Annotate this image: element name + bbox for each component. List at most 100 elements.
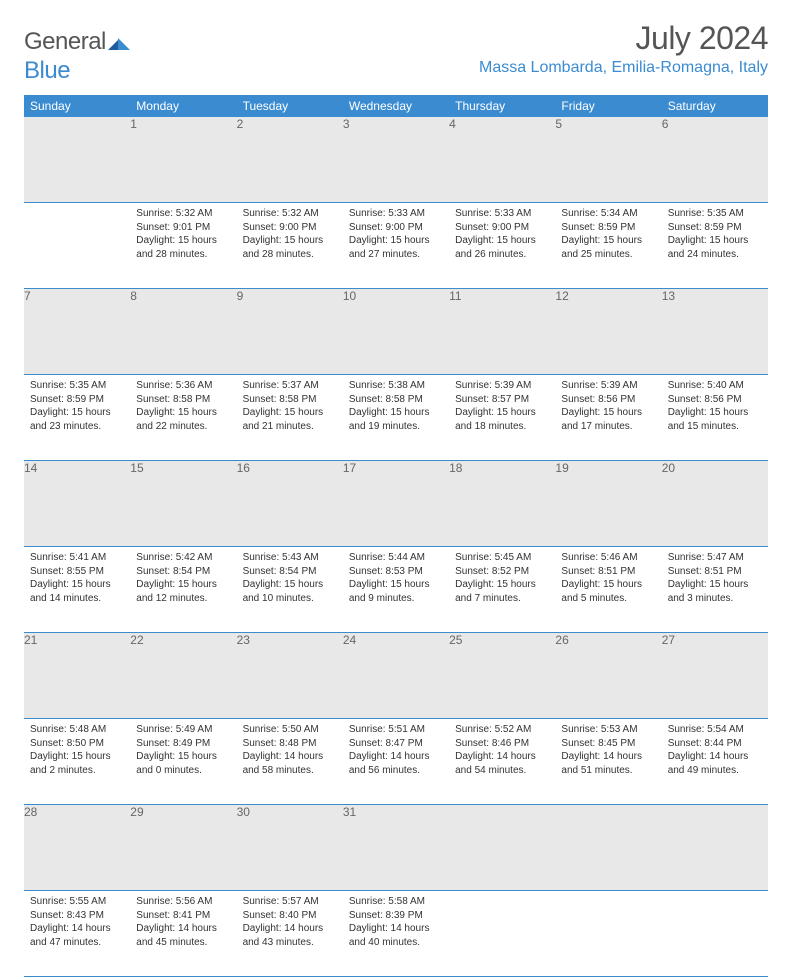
brand-text: GeneralBlue (24, 28, 130, 85)
day-content: Sunrise: 5:53 AMSunset: 8:45 PMDaylight:… (555, 719, 661, 783)
day-daylight2: and 2 minutes. (30, 764, 124, 778)
day-sunset: Sunset: 9:00 PM (243, 221, 337, 235)
day-sunset: Sunset: 8:54 PM (136, 565, 230, 579)
day-number-cell: 26 (555, 633, 661, 719)
day-sunrise: Sunrise: 5:42 AM (136, 551, 230, 565)
day-sunset: Sunset: 9:00 PM (455, 221, 549, 235)
day-content: Sunrise: 5:42 AMSunset: 8:54 PMDaylight:… (130, 547, 236, 611)
day-number-cell: 17 (343, 461, 449, 547)
day-daylight2: and 3 minutes. (668, 592, 762, 606)
day-daylight2: and 43 minutes. (243, 936, 337, 950)
day-number-cell: 4 (449, 117, 555, 203)
day-cell: Sunrise: 5:49 AMSunset: 8:49 PMDaylight:… (130, 719, 236, 805)
day-daylight2: and 14 minutes. (30, 592, 124, 606)
day-daylight1: Daylight: 15 hours (349, 406, 443, 420)
day-cell: Sunrise: 5:56 AMSunset: 8:41 PMDaylight:… (130, 891, 236, 977)
day-cell: Sunrise: 5:50 AMSunset: 8:48 PMDaylight:… (237, 719, 343, 805)
day-daylight2: and 40 minutes. (349, 936, 443, 950)
day-content: Sunrise: 5:43 AMSunset: 8:54 PMDaylight:… (237, 547, 343, 611)
weekday-header: Wednesday (343, 95, 449, 117)
day-daylight2: and 56 minutes. (349, 764, 443, 778)
day-number-cell: 3 (343, 117, 449, 203)
day-cell: Sunrise: 5:36 AMSunset: 8:58 PMDaylight:… (130, 375, 236, 461)
day-sunrise: Sunrise: 5:35 AM (30, 379, 124, 393)
day-sunset: Sunset: 8:58 PM (349, 393, 443, 407)
day-daylight1: Daylight: 15 hours (243, 234, 337, 248)
day-sunrise: Sunrise: 5:34 AM (561, 207, 655, 221)
header: GeneralBlue July 2024 Massa Lombarda, Em… (24, 20, 768, 85)
day-sunset: Sunset: 8:43 PM (30, 909, 124, 923)
day-cell: Sunrise: 5:51 AMSunset: 8:47 PMDaylight:… (343, 719, 449, 805)
day-sunrise: Sunrise: 5:57 AM (243, 895, 337, 909)
day-sunset: Sunset: 9:01 PM (136, 221, 230, 235)
day-daylight1: Daylight: 15 hours (136, 234, 230, 248)
day-number-row: 28293031 (24, 805, 768, 891)
day-sunrise: Sunrise: 5:53 AM (561, 723, 655, 737)
day-sunset: Sunset: 8:47 PM (349, 737, 443, 751)
day-daylight1: Daylight: 15 hours (136, 406, 230, 420)
day-sunrise: Sunrise: 5:37 AM (243, 379, 337, 393)
day-cell: Sunrise: 5:38 AMSunset: 8:58 PMDaylight:… (343, 375, 449, 461)
day-sunrise: Sunrise: 5:45 AM (455, 551, 549, 565)
day-cell (24, 203, 130, 289)
day-cell: Sunrise: 5:39 AMSunset: 8:56 PMDaylight:… (555, 375, 661, 461)
day-number-cell: 13 (662, 289, 768, 375)
day-sunrise: Sunrise: 5:32 AM (243, 207, 337, 221)
day-content: Sunrise: 5:38 AMSunset: 8:58 PMDaylight:… (343, 375, 449, 439)
day-daylight1: Daylight: 15 hours (455, 578, 549, 592)
day-number-cell: 8 (130, 289, 236, 375)
day-sunset: Sunset: 8:55 PM (30, 565, 124, 579)
brand-mark-icon (108, 29, 130, 57)
day-content: Sunrise: 5:40 AMSunset: 8:56 PMDaylight:… (662, 375, 768, 439)
day-sunrise: Sunrise: 5:41 AM (30, 551, 124, 565)
day-sunrise: Sunrise: 5:47 AM (668, 551, 762, 565)
day-content-row: Sunrise: 5:55 AMSunset: 8:43 PMDaylight:… (24, 891, 768, 977)
day-content: Sunrise: 5:41 AMSunset: 8:55 PMDaylight:… (24, 547, 130, 611)
day-daylight1: Daylight: 14 hours (349, 750, 443, 764)
day-number-row: 21222324252627 (24, 633, 768, 719)
day-sunset: Sunset: 8:51 PM (561, 565, 655, 579)
day-cell: Sunrise: 5:55 AMSunset: 8:43 PMDaylight:… (24, 891, 130, 977)
day-sunset: Sunset: 8:44 PM (668, 737, 762, 751)
day-daylight2: and 27 minutes. (349, 248, 443, 262)
day-content-row: Sunrise: 5:41 AMSunset: 8:55 PM Daylight:… (24, 547, 768, 633)
day-number-cell: 23 (237, 633, 343, 719)
day-content: Sunrise: 5:36 AMSunset: 8:58 PMDaylight:… (130, 375, 236, 439)
day-number-cell: 5 (555, 117, 661, 203)
brand-blue: Blue (24, 57, 70, 84)
day-daylight1: Daylight: 14 hours (349, 922, 443, 936)
day-daylight1: Daylight: 15 hours (668, 578, 762, 592)
day-sunset: Sunset: 8:49 PM (136, 737, 230, 751)
day-content-row: Sunrise: 5:48 AMSunset: 8:50 PMDaylight:… (24, 719, 768, 805)
day-sunset: Sunset: 8:48 PM (243, 737, 337, 751)
day-daylight2: and 22 minutes. (136, 420, 230, 434)
day-daylight1: Daylight: 14 hours (30, 922, 124, 936)
day-content: Sunrise: 5:39 AMSunset: 8:57 PMDaylight:… (449, 375, 555, 439)
day-sunset: Sunset: 8:50 PM (30, 737, 124, 751)
day-cell: Sunrise: 5:35 AMSunset: 8:59 PMDaylight:… (662, 203, 768, 289)
day-sunset: Sunset: 8:39 PM (349, 909, 443, 923)
day-number-cell: 14 (24, 461, 130, 547)
day-content: Sunrise: 5:49 AMSunset: 8:49 PMDaylight:… (130, 719, 236, 783)
day-daylight2: and 7 minutes. (455, 592, 549, 606)
day-content: Sunrise: 5:32 AMSunset: 9:00 PMDaylight:… (237, 203, 343, 267)
day-content: Sunrise: 5:56 AMSunset: 8:41 PMDaylight:… (130, 891, 236, 955)
day-cell: Sunrise: 5:45 AMSunset: 8:52 PMDaylight:… (449, 547, 555, 633)
day-daylight2: and 5 minutes. (561, 592, 655, 606)
day-content: Sunrise: 5:47 AMSunset: 8:51 PMDaylight:… (662, 547, 768, 611)
day-daylight2: and 58 minutes. (243, 764, 337, 778)
day-number-row: 123456 (24, 117, 768, 203)
day-sunrise: Sunrise: 5:58 AM (349, 895, 443, 909)
day-sunrise: Sunrise: 5:40 AM (668, 379, 762, 393)
day-number-cell (555, 805, 661, 891)
day-sunset: Sunset: 8:51 PM (668, 565, 762, 579)
day-cell (555, 891, 661, 977)
day-daylight1: Daylight: 15 hours (30, 406, 124, 420)
day-sunrise: Sunrise: 5:32 AM (136, 207, 230, 221)
day-cell: Sunrise: 5:53 AMSunset: 8:45 PMDaylight:… (555, 719, 661, 805)
day-sunrise: Sunrise: 5:33 AM (455, 207, 549, 221)
day-cell: Sunrise: 5:33 AMSunset: 9:00 PMDaylight:… (449, 203, 555, 289)
day-daylight1: Daylight: 15 hours (455, 234, 549, 248)
day-cell: Sunrise: 5:35 AMSunset: 8:59 PMDaylight:… (24, 375, 130, 461)
day-number-row: 78910111213 (24, 289, 768, 375)
